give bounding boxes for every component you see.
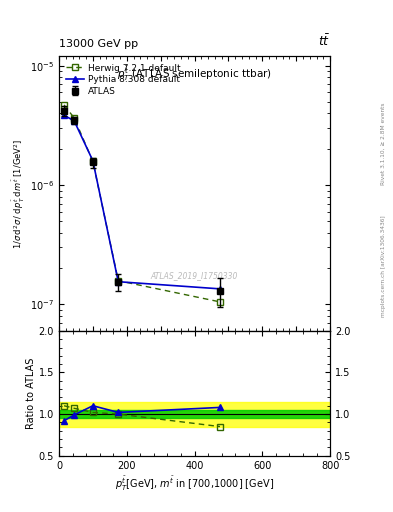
Line: Herwig 7.2.1 default: Herwig 7.2.1 default	[61, 102, 223, 305]
Herwig 7.2.1 default	[116, 278, 121, 284]
Text: 13000 GeV pp: 13000 GeV pp	[59, 38, 138, 49]
Pythia 8.308 default	[116, 279, 121, 285]
Pythia 8.308 default	[62, 112, 66, 118]
Text: Rivet 3.1.10, ≥ 2.8M events: Rivet 3.1.10, ≥ 2.8M events	[381, 102, 386, 185]
Bar	[59, 410, 330, 418]
Pythia 8.308 default	[218, 286, 222, 292]
Herwig 7.2.1 default	[72, 115, 77, 121]
Pythia 8.308 default	[72, 118, 77, 124]
Pythia 8.308 default	[90, 158, 95, 164]
Bar	[59, 401, 330, 426]
Legend: Herwig 7.2.1 default, Pythia 8.308 default, ATLAS: Herwig 7.2.1 default, Pythia 8.308 defau…	[62, 60, 184, 99]
Line: Pythia 8.308 default: Pythia 8.308 default	[61, 112, 224, 292]
Y-axis label: Ratio to ATLAS: Ratio to ATLAS	[26, 357, 36, 429]
Herwig 7.2.1 default	[90, 158, 95, 164]
Herwig 7.2.1 default	[62, 102, 66, 108]
Text: $p_T^{\bar{t}}$ (ATLAS semileptonic ttbar): $p_T^{\bar{t}}$ (ATLAS semileptonic ttba…	[117, 65, 272, 83]
Text: ATLAS_2019_I1750330: ATLAS_2019_I1750330	[151, 271, 238, 281]
Text: $t\bar{t}$: $t\bar{t}$	[318, 33, 330, 49]
X-axis label: $p_T^{\bar{t}}$[GeV], $m^{\bar{t}}$ in [700,1000] [GeV]: $p_T^{\bar{t}}$[GeV], $m^{\bar{t}}$ in […	[115, 475, 274, 493]
Text: mcplots.cern.ch [arXiv:1306.3436]: mcplots.cern.ch [arXiv:1306.3436]	[381, 216, 386, 317]
Herwig 7.2.1 default	[218, 299, 222, 305]
Y-axis label: $1/\sigma\,\mathrm{d}^2\sigma\,/\,\mathrm{d}\,p_T^{\bar{t}}\,\mathrm{d}\,m^{\bar: $1/\sigma\,\mathrm{d}^2\sigma\,/\,\mathr…	[11, 139, 27, 249]
